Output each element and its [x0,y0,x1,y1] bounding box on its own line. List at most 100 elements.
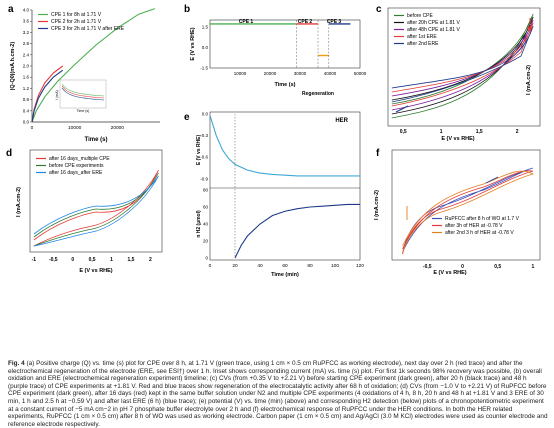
panel-e-x-tick-label: 0 [209,263,212,269]
panel-d-x-tick-label: 1 [110,257,113,263]
panel-e-x-tick-label: 120 [356,263,364,269]
panel-a-y-label: |Q-Q0|(mA.h.cm-2) [10,42,16,90]
panel-e-bottom-y-tick-label: 80 [203,188,209,193]
panel-b-frame [210,20,360,68]
panel-e-top-y-label: E (V vs RHE) [196,135,202,166]
panel-a-y-tick-label: 0.4 [23,108,30,113]
panel-b-y-ticks: 1.5 0.0 -1.5 [200,24,208,70]
panel-e-potential-line [210,115,360,175]
panel-e-bottom-y-tick-label: 40 [203,222,209,227]
panel-a-y-tick-label: 3.6 [23,19,30,24]
panel-c-legend-label: after 2nd ERE [407,41,439,47]
panel-d-x-tick-label: -1 [32,257,37,263]
panel-d: d -1 -0,5 0 0,5 1 1,5 2 I (mA.cm-2) E (V vs RH… [6,148,162,274]
panel-c-y-label: I (mA.cm-2) [526,65,532,95]
panel-d-x-ticks: -1 -0,5 0 0,5 1 1,5 2 [32,257,152,263]
panel-b-y-tick-label: 1.5 [202,24,209,29]
panel-e-x-tick-label: 80 [307,263,313,269]
panel-e-x-tick-label: 20 [232,263,238,269]
panel-e-top-y-tick-label: 0.0 [202,112,209,117]
panel-d-letter: d [6,148,12,159]
figure-caption: Fig. 4 (a) Positive charge (Q) vs. time … [8,360,548,428]
panel-f-series-line-2 [403,171,533,254]
panel-f-series-line-3 [403,171,533,254]
panel-f-y-label: I (mA.cm-2) [374,190,380,220]
panel-d-y-label: I (mA.cm-2) [16,187,22,217]
panel-d-legend-label: after 16 days_after ERE [49,170,103,176]
panel-f-legend-label: after 3h of HER at -0.78 V [445,223,503,229]
panel-a-x-ticks: 0 10000 20000 [31,125,125,131]
panel-e-top-y-tick-label: -0.9 [200,176,208,181]
panel-d-x-tick-label: 0,5 [89,257,96,263]
panel-c-letter: c [376,4,382,15]
panel-e-bottom-y-tick-label: 60 [203,205,209,210]
panel-b-annot-cpe2: CPE 2 [298,19,313,25]
panel-b-series [210,20,350,68]
panel-a-inset-x-label: Time (s) [77,109,90,113]
panel-f-x-tick-label: -0,5 [423,264,432,270]
panel-b-annot-regeneration: Regeneration [302,91,334,97]
panel-d-series-line-2 [34,173,159,246]
panel-c-legend-label: after 1st ERE [407,34,437,40]
panel-a-y-tick-label: 3.2 [23,30,30,35]
panel-d-series-line-1 [34,170,159,246]
panel-e-letter: e [184,112,190,123]
panel-b-x-tick-label: 30000 [294,71,307,76]
panel-f-x-label: E (V vs RHE) [433,270,466,276]
panel-c-legend-label: after 48h CPE at 1.81 V [407,27,460,33]
panel-f-legend-label: RuPFCC after 8 h of WO at 1.7 V [445,216,520,222]
panel-f-legend-label: after 2nd 3 h of HER at -0.78 V [445,230,514,236]
panel-f-letter: f [376,148,380,159]
panel-c-x-tick-label: 2 [516,129,519,135]
panel-b-annot-cpe1: CPE 1 [239,19,254,25]
panel-f-frame [392,150,540,260]
panel-c-x-tick-label: 0,5 [400,129,407,135]
panel-a-legend-label: CPE 2 for 2h at 1.71 V [51,19,102,25]
panel-f: f -0,5 0 0,5 1 I (mA.cm-2) E (V vs RHE) RuP… [374,148,540,276]
panel-f-x-tick-label: 0,5 [494,264,501,270]
panel-a-y-tick-label: 1.2 [23,86,30,91]
panel-f-series [403,168,533,254]
panel-e-title: HER [335,118,348,124]
panel-c-legend-label: after 20h CPE at 1.81 V [407,20,460,26]
panel-a-x-tick-label: 10000 [68,125,82,131]
panel-d-x-label: E (V vs RHE) [79,268,112,274]
panel-e-x-ticks: 0 20 40 60 80 100 120 [209,263,365,269]
panel-e-h2-line [235,204,360,258]
panel-a-legend-label: CPE 1 for 8h at 1.71 V [51,12,102,18]
panel-e-x-label: Time (min) [271,272,299,278]
figure-label: Fig. 4 [8,360,25,367]
panel-f-x-tick-label: 1 [532,264,535,270]
panel-a-y-tick-label: 2.8 [23,41,30,46]
panel-d-legend: after 16 days_multiple CPEbefore CPE exp… [36,156,110,176]
panel-a-letter: a [8,4,14,15]
panel-b-x-label: Time (s) [275,82,296,88]
panel-e-x-tick-label: 40 [257,263,263,269]
panel-a-legend-label: CPE 3 for 2h at 1.71 V after ERE [51,26,125,32]
panel-b-y-tick-label: 0.0 [202,45,209,50]
panel-b-letter: b [184,4,190,15]
panel-c-x-tick-label: 1 [440,129,443,135]
panel-e-bottom-series [235,114,360,258]
panel-e-bottom-y-label: n H2 (µmol) [196,210,202,238]
panel-d-x-tick-label: 1,5 [127,257,134,263]
panel-a-y-tick-label: 0.0 [23,120,30,125]
panel-d-legend-label: before CPE experiments [49,163,104,169]
panel-b-x-tick-label: 10000 [234,71,247,76]
panel-a-inset-y-label: I (mA) [55,90,59,100]
panel-b: b 1.50.0-1.5 10000 20000 30000 40000 50000 E… [184,4,367,97]
panel-f-legend: RuPFCC after 8 h of WO at 1.7 Vafter 3h … [432,216,520,236]
panel-a-y-tick-label: 1.6 [23,75,30,80]
panel-a-x-tick-label: 20000 [111,125,125,131]
figure: a 0.00.40.81.21.62.02.42.83.23.64.0 0 100… [0,0,554,360]
panel-b-annot-cpe3: CPE 3 [327,19,342,25]
panel-e: e HER 0.0 -0.3 -0.6 -0.9 0 20 40 60 80 0 20 40 60 80… [184,112,364,279]
panel-e-x-tick-label: 60 [282,263,288,269]
panel-a-y-ticks: 0.00.40.81.21.62.02.42.83.23.64.0 [23,8,32,125]
panel-b-x-tick-label: 40000 [324,71,337,76]
panel-b-x-tick-label: 20000 [264,71,277,76]
panel-c-legend-label: before CPE [407,13,434,19]
panel-a-y-tick-label: 4.0 [23,8,30,13]
